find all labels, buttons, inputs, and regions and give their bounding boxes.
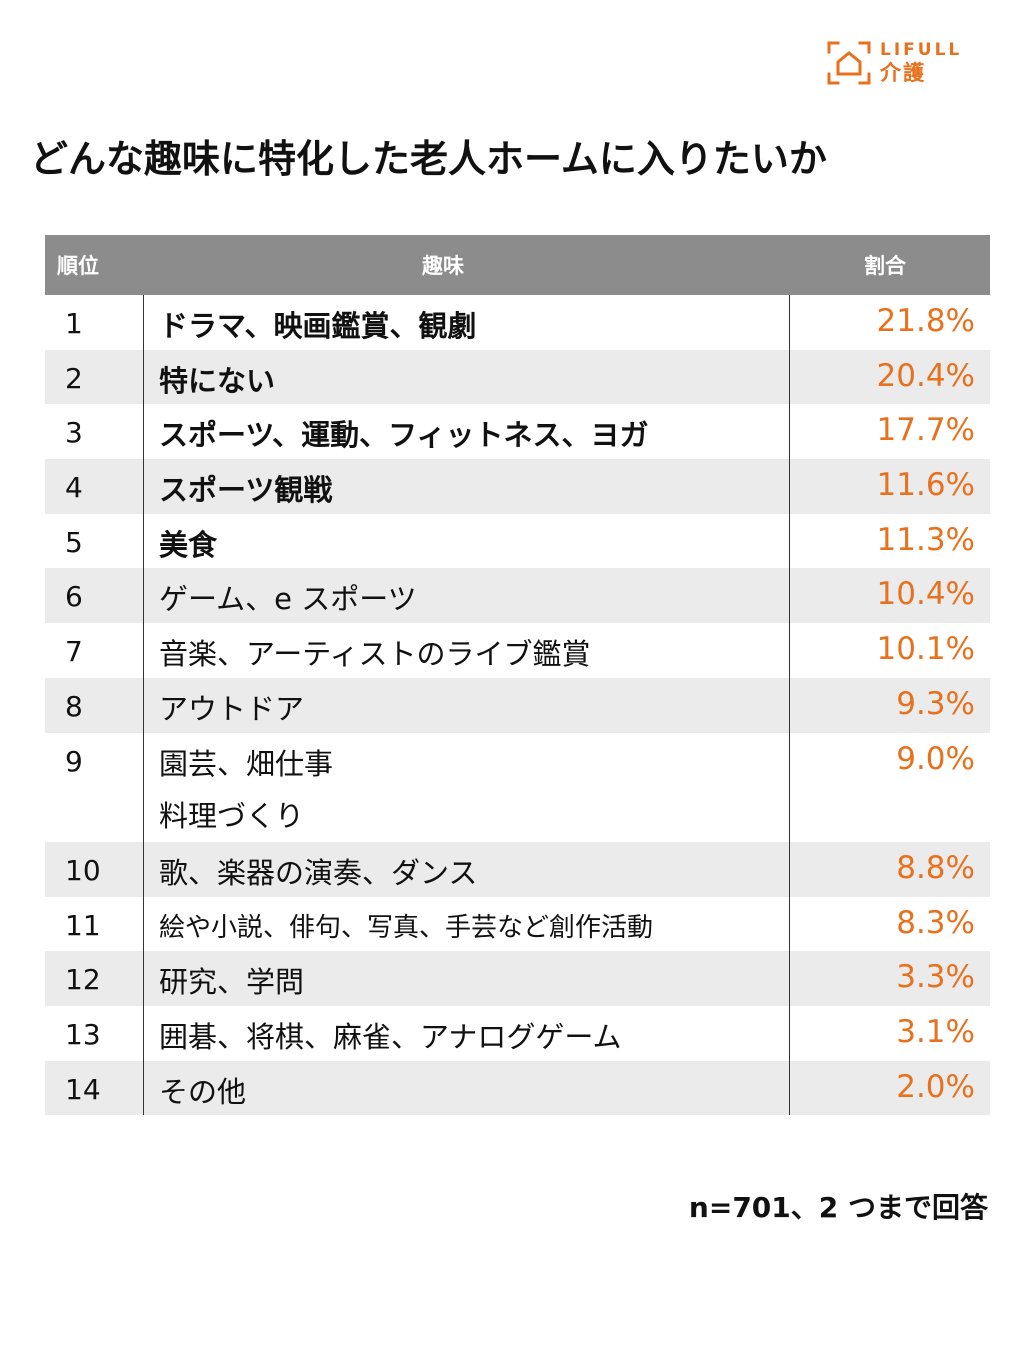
- rank-cell: 8: [45, 677, 144, 733]
- hobby-label: 園芸、畑仕事: [159, 746, 334, 781]
- share-cell: 9.0%: [896, 740, 975, 777]
- share-cell: 8.8%: [896, 849, 975, 886]
- hobby-cell: 園芸、畑仕事 料理づくり: [144, 732, 790, 842]
- hobby-label: その他: [159, 1074, 247, 1109]
- brand-logo: LIFULL 介護: [826, 40, 962, 86]
- hobby-cell: 絵や小説、俳句、写真、手芸など創作活動: [144, 896, 790, 952]
- rank-cell: 1: [45, 295, 144, 350]
- table-row: 4 スポーツ観戦 11.6%: [45, 459, 990, 514]
- hobby-label: 音楽、アーティストのライブ鑑賞: [159, 637, 591, 672]
- table-row: 13 囲碁、将棋、麻雀、アナログゲーム 3.1%: [45, 1005, 990, 1061]
- hobby-cell: その他: [144, 1060, 790, 1116]
- share-cell: 3.3%: [896, 959, 975, 996]
- hobby-cell: ゲーム、e スポーツ: [144, 568, 790, 624]
- brand-name-en: LIFULL: [880, 40, 963, 60]
- ranking-table: 順位 趣味 割合 1 ドラマ、映画鑑賞、観劇 21.8% 2 特にない 20.4% 3 スポー…: [45, 235, 990, 1116]
- rank-cell: 11: [45, 896, 144, 952]
- rank-cell: 9: [45, 732, 144, 842]
- share-cell: 9.3%: [896, 685, 975, 722]
- table-row: 12 研究、学問 3.3%: [45, 951, 990, 1006]
- share-cell: 10.4%: [876, 576, 975, 613]
- header-rank: 順位: [57, 254, 99, 278]
- hobby-cell: 歌、楽器の演奏、ダンス: [144, 841, 790, 897]
- header-hobby: 趣味: [422, 254, 464, 278]
- table-row: 14 その他 2.0%: [45, 1060, 990, 1116]
- rank-cell: 13: [45, 1005, 144, 1061]
- hobby-cell: アウトドア: [144, 677, 790, 733]
- table-row: 2 特にない 20.4%: [45, 349, 990, 405]
- table-row: 9 園芸、畑仕事 料理づくり 9.0%: [45, 732, 990, 842]
- rank-cell: 6: [45, 568, 144, 624]
- table-row: 1 ドラマ、映画鑑賞、観劇 21.8%: [45, 295, 990, 350]
- header-share: 割合: [864, 254, 906, 278]
- table-row: 7 音楽、アーティストのライブ鑑賞 10.1%: [45, 623, 990, 678]
- share-cell: 10.1%: [876, 631, 975, 668]
- rank-cell: 12: [45, 951, 144, 1006]
- table-row: 11 絵や小説、俳句、写真、手芸など創作活動 8.3%: [45, 896, 990, 952]
- table-row: 8 アウトドア 9.3%: [45, 677, 990, 733]
- rank-cell: 4: [45, 459, 144, 514]
- share-cell: 11.3%: [876, 521, 975, 558]
- hobby-cell: 研究、学問: [144, 951, 790, 1006]
- share-cell: 17.7%: [876, 412, 975, 449]
- brand-name-jp: 介護: [880, 61, 926, 85]
- hobby-cell: スポーツ、運動、フィットネス、ヨガ: [144, 404, 790, 460]
- hobby-label: スポーツ、運動、フィットネス、ヨガ: [159, 418, 649, 453]
- hobby-label: 研究、学問: [159, 965, 305, 1000]
- hobby-cell: 美食: [144, 513, 790, 569]
- share-cell: 21.8%: [876, 303, 975, 339]
- hobby-cell: 囲碁、将棋、麻雀、アナログゲーム: [144, 1005, 790, 1061]
- hobby-cell: ドラマ、映画鑑賞、観劇: [144, 295, 790, 350]
- share-cell: 3.1%: [896, 1013, 975, 1050]
- table-row: 5 美食 11.3%: [45, 513, 990, 569]
- hobby-label: 料理づくり: [159, 798, 305, 833]
- share-cell: 11.6%: [876, 467, 975, 504]
- hobby-cell: スポーツ観戦: [144, 459, 790, 514]
- hobby-label: 特にない: [159, 363, 276, 398]
- rank-cell: 5: [45, 513, 144, 569]
- table-row: 10 歌、楽器の演奏、ダンス 8.8%: [45, 841, 990, 897]
- hobby-label: 美食: [159, 527, 218, 562]
- chart-title: どんな趣味に特化した老人ホームに入りたいか: [30, 137, 827, 181]
- share-cell: 2.0%: [896, 1068, 975, 1105]
- hobby-cell: 特にない: [144, 349, 790, 405]
- table-row: 3 スポーツ、運動、フィットネス、ヨガ 17.7%: [45, 404, 990, 460]
- table-row: 6 ゲーム、e スポーツ 10.4%: [45, 568, 990, 624]
- share-cell: 8.3%: [896, 904, 975, 941]
- table-body: 1 ドラマ、映画鑑賞、観劇 21.8% 2 特にない 20.4% 3 スポーツ、運動、フィット…: [45, 295, 990, 1116]
- hobby-cell: 音楽、アーティストのライブ鑑賞: [144, 623, 790, 678]
- rank-cell: 2: [45, 349, 144, 405]
- rank-cell: 14: [45, 1060, 144, 1116]
- sample-note: n=701、2 つまで回答: [688, 1191, 988, 1224]
- hobby-label: 絵や小説、俳句、写真、手芸など創作活動: [159, 912, 654, 943]
- hobby-label: ゲーム、e スポーツ: [159, 582, 417, 617]
- table-header: 順位 趣味 割合: [45, 235, 990, 295]
- hobby-label: アウトドア: [159, 691, 305, 726]
- hobby-label: 歌、楽器の演奏、ダンス: [159, 855, 478, 890]
- hobby-label: スポーツ観戦: [159, 473, 333, 508]
- rank-cell: 10: [45, 841, 144, 897]
- share-cell: 20.4%: [876, 357, 975, 394]
- hobby-label: 囲碁、将棋、麻雀、アナログゲーム: [159, 1019, 622, 1054]
- house-icon: [827, 41, 871, 85]
- rank-cell: 3: [45, 404, 144, 460]
- rank-cell: 7: [45, 623, 144, 678]
- hobby-label: ドラマ、映画鑑賞、観劇: [159, 309, 477, 343]
